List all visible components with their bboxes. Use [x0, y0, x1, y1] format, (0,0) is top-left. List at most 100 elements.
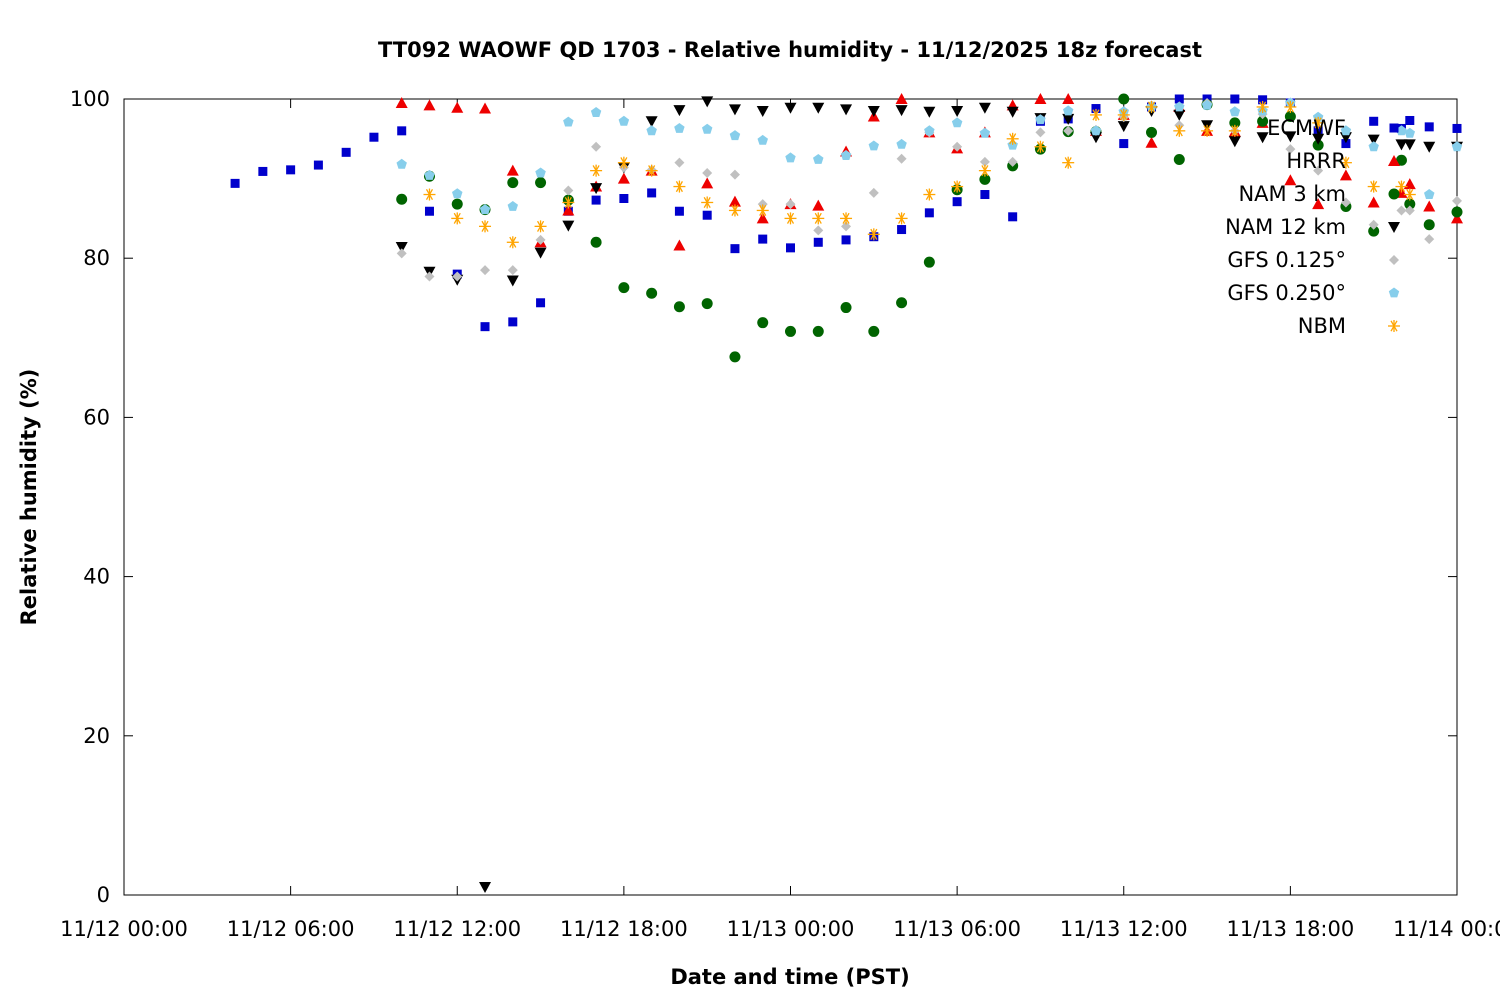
y-tick-label: 60 — [83, 405, 110, 429]
data-point — [1145, 100, 1158, 113]
data-point — [812, 325, 824, 337]
data-point — [1228, 124, 1241, 137]
data-point — [313, 160, 323, 170]
data-point — [1405, 115, 1415, 125]
legend-marker — [1388, 287, 1400, 298]
data-point — [1145, 136, 1158, 148]
data-point — [951, 180, 964, 193]
data-point — [562, 220, 575, 232]
data-point — [230, 178, 240, 188]
data-point — [1404, 198, 1416, 210]
data-point — [506, 275, 519, 287]
data-point — [1256, 132, 1269, 144]
data-point — [813, 154, 824, 164]
legend-label: GFS 0.125° — [1227, 248, 1346, 272]
data-point — [978, 102, 991, 114]
chart-title: TT092 WAOWF QD 1703 - Relative humidity … — [378, 38, 1202, 62]
data-point — [730, 244, 740, 254]
data-point — [1452, 123, 1462, 133]
data-point — [396, 158, 407, 169]
data-point — [1118, 93, 1130, 105]
data-point — [979, 173, 991, 185]
data-point — [1034, 140, 1047, 153]
data-point — [423, 188, 436, 201]
data-point — [978, 164, 991, 177]
data-point — [895, 93, 908, 104]
data-point — [1062, 156, 1075, 169]
data-point — [1035, 127, 1046, 138]
data-point — [1229, 106, 1241, 117]
data-point — [1403, 178, 1416, 190]
data-point — [1451, 141, 1463, 152]
data-point — [646, 125, 657, 136]
data-point — [480, 265, 491, 276]
data-point — [1339, 169, 1352, 181]
legend-marker — [1388, 222, 1400, 233]
data-point — [395, 242, 408, 254]
data-point — [729, 130, 741, 141]
data-point — [1201, 124, 1214, 137]
data-point — [784, 212, 797, 225]
data-point — [729, 351, 741, 363]
data-point — [758, 234, 768, 244]
data-points — [230, 93, 1463, 894]
data-point — [424, 206, 434, 216]
y-tick-label: 80 — [83, 246, 110, 270]
data-point — [784, 102, 797, 114]
data-point — [673, 301, 685, 313]
data-point — [1424, 189, 1435, 199]
legend-marker — [1389, 255, 1399, 265]
data-point — [617, 172, 630, 184]
data-point — [395, 96, 408, 108]
data-point — [534, 220, 547, 233]
data-point — [619, 194, 629, 203]
data-point — [702, 123, 713, 134]
data-point — [1063, 125, 1074, 136]
data-point — [951, 105, 964, 117]
data-point — [647, 188, 657, 198]
data-point — [590, 107, 602, 117]
data-point — [618, 282, 630, 294]
data-point — [757, 134, 768, 145]
data-point — [701, 196, 714, 209]
data-point — [673, 239, 686, 251]
data-point — [1173, 153, 1185, 165]
data-point — [812, 102, 825, 114]
data-point — [756, 204, 769, 217]
data-point — [980, 190, 990, 200]
data-point — [1117, 108, 1130, 121]
data-point — [534, 247, 547, 259]
data-point — [452, 271, 463, 282]
data-point — [1006, 132, 1019, 145]
data-point — [756, 105, 769, 117]
data-point — [1201, 99, 1213, 110]
data-point — [480, 322, 490, 332]
data-point — [508, 317, 518, 327]
data-point — [562, 204, 575, 216]
data-point — [924, 125, 935, 136]
data-point — [1063, 105, 1074, 116]
data-point — [1119, 139, 1129, 149]
data-point — [895, 105, 908, 117]
legend-label: NAM 3 km — [1238, 182, 1346, 206]
data-point — [812, 212, 825, 225]
data-point — [785, 152, 796, 163]
data-point — [646, 287, 658, 299]
data-point — [1451, 212, 1463, 224]
legend-marker — [1389, 123, 1399, 133]
data-point — [1034, 93, 1047, 104]
data-point — [617, 156, 630, 169]
x-axis-label: Date and time (PST) — [670, 965, 909, 989]
data-point — [1340, 125, 1352, 136]
data-point — [813, 225, 824, 236]
data-point — [728, 195, 741, 207]
data-point — [1091, 104, 1101, 114]
data-point — [479, 220, 492, 233]
data-point — [452, 188, 463, 199]
legend-label: ECMWF — [1267, 116, 1346, 140]
data-point — [895, 212, 908, 225]
data-point — [1062, 93, 1075, 104]
data-point — [1258, 95, 1268, 105]
data-point — [1174, 101, 1185, 112]
